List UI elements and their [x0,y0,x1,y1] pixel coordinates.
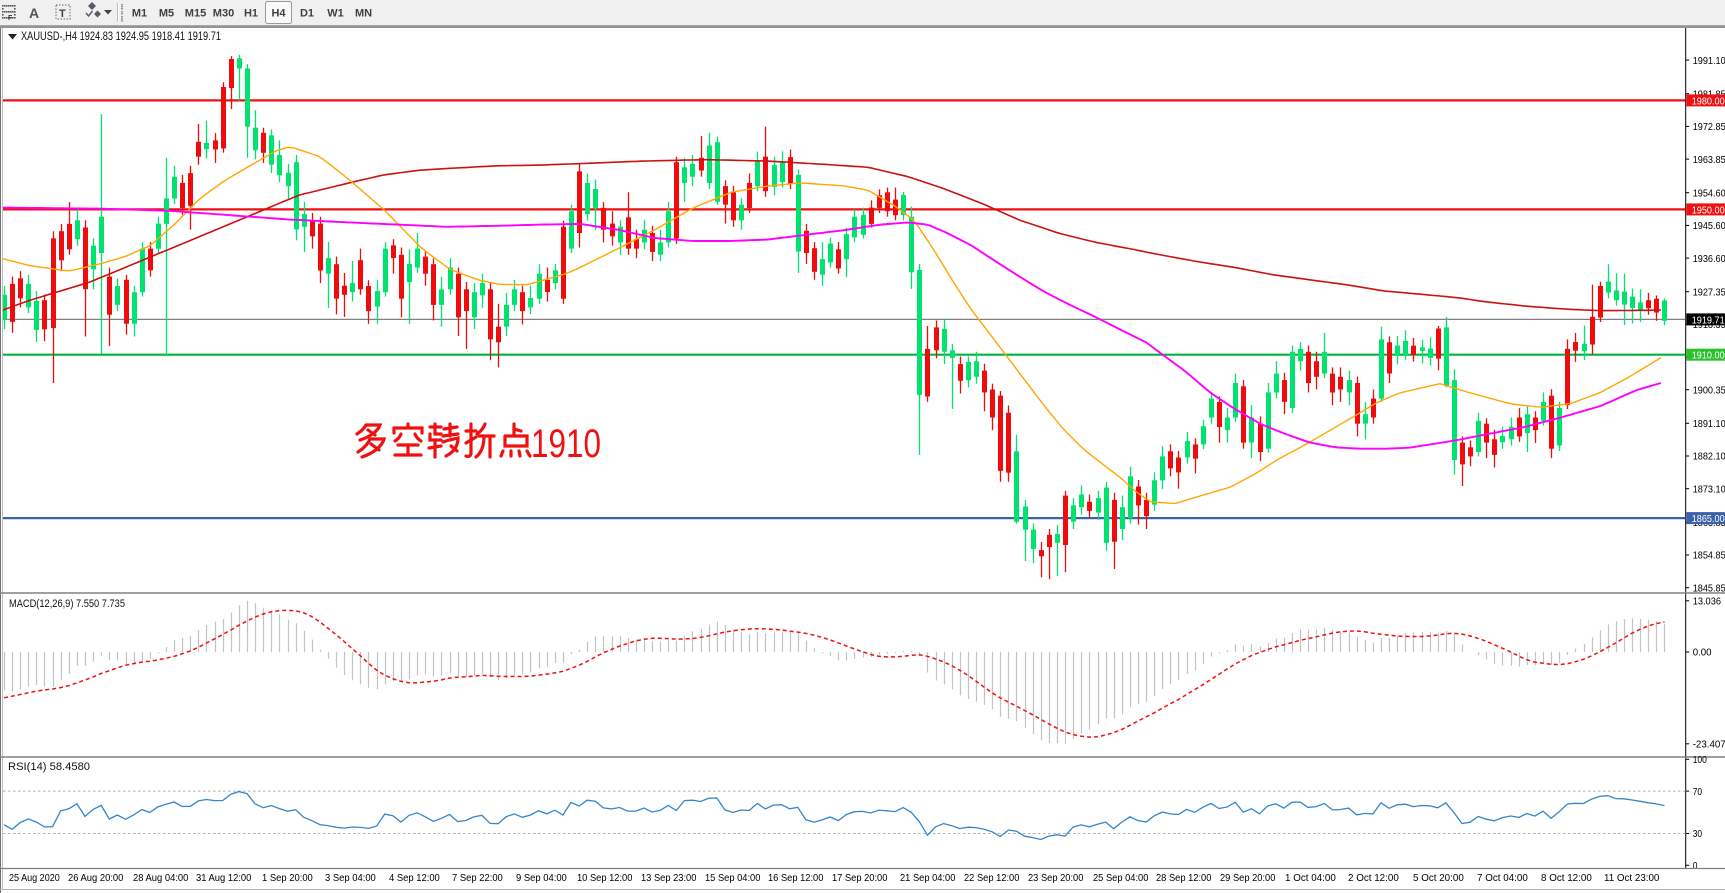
svg-text:22 Sep 12:00: 22 Sep 12:00 [964,872,1020,884]
svg-text:4 Sep 12:00: 4 Sep 12:00 [389,872,440,884]
svg-text:25 Sep 04:00: 25 Sep 04:00 [1093,872,1149,884]
svg-text:11 Oct 23:00: 11 Oct 23:00 [1604,872,1660,884]
svg-text:W1: W1 [327,8,344,20]
svg-text:7 Oct 04:00: 7 Oct 04:00 [1477,872,1528,884]
svg-text:9 Sep 04:00: 9 Sep 04:00 [516,872,567,884]
svg-text:17 Sep 20:00: 17 Sep 20:00 [832,872,888,884]
svg-text:1972.85: 1972.85 [1693,121,1725,133]
svg-text:1980.00: 1980.00 [1692,95,1725,107]
svg-text:0.00: 0.00 [1693,647,1712,659]
svg-text:5 Oct 20:00: 5 Oct 20:00 [1413,872,1464,884]
svg-text:28 Sep 12:00: 28 Sep 12:00 [1156,872,1212,884]
svg-text:1945.60: 1945.60 [1693,220,1725,232]
svg-text:1891.10: 1891.10 [1693,418,1725,430]
svg-text:1865.00: 1865.00 [1692,513,1725,525]
svg-text:-23.407: -23.407 [1693,739,1725,751]
svg-text:15 Sep 04:00: 15 Sep 04:00 [705,872,761,884]
svg-text:M5: M5 [159,8,174,20]
svg-text:8 Oct 12:00: 8 Oct 12:00 [1541,872,1592,884]
svg-text:MN: MN [355,8,372,20]
svg-text:26 Aug 20:00: 26 Aug 20:00 [68,872,124,884]
svg-text:D1: D1 [300,8,314,20]
svg-text:3 Sep 04:00: 3 Sep 04:00 [325,872,376,884]
svg-text:100: 100 [1693,754,1707,766]
svg-text:1936.60: 1936.60 [1693,253,1725,265]
svg-text:70: 70 [1693,786,1703,798]
svg-text:MACD(12,26,9) 7.550 7.735: MACD(12,26,9) 7.550 7.735 [9,598,125,610]
svg-text:2 Oct 12:00: 2 Oct 12:00 [1348,872,1399,884]
svg-text:M15: M15 [185,8,206,20]
svg-text:F: F [8,15,13,22]
svg-text:23 Sep 20:00: 23 Sep 20:00 [1028,872,1084,884]
svg-text:30: 30 [1693,828,1703,840]
svg-text:XAUUSD-,H4 1924.83 1924.95 19: XAUUSD-,H4 1924.83 1924.95 1918.41 1919.… [21,31,221,43]
svg-text:T: T [59,8,66,20]
svg-text:10 Sep 12:00: 10 Sep 12:00 [577,872,633,884]
svg-text:1882.10: 1882.10 [1693,451,1725,463]
svg-text:1919.71: 1919.71 [1692,314,1725,326]
svg-text:1963.85: 1963.85 [1693,154,1725,166]
svg-text:29 Sep 20:00: 29 Sep 20:00 [1220,872,1276,884]
svg-text:13 Sep 23:00: 13 Sep 23:00 [641,872,697,884]
svg-text:1950.00: 1950.00 [1692,204,1725,216]
svg-text:H4: H4 [271,8,286,20]
svg-text:0: 0 [1693,860,1698,872]
svg-text:H1: H1 [244,8,258,20]
svg-text:1900.35: 1900.35 [1693,384,1725,396]
svg-text:1954.60: 1954.60 [1693,187,1725,199]
svg-text:1 Sep 20:00: 1 Sep 20:00 [262,872,313,884]
svg-text:25 Aug 2020: 25 Aug 2020 [9,872,60,884]
svg-text:21 Sep 04:00: 21 Sep 04:00 [900,872,956,884]
svg-text:1910: 1910 [531,422,601,466]
svg-text:RSI(14) 58.4580: RSI(14) 58.4580 [8,761,90,773]
svg-text:1927.35: 1927.35 [1693,286,1725,298]
svg-text:13.036: 13.036 [1693,596,1721,608]
svg-text:1991.10: 1991.10 [1693,55,1725,67]
svg-text:1 Oct 04:00: 1 Oct 04:00 [1285,872,1336,884]
svg-text:1873.10: 1873.10 [1693,483,1725,495]
svg-text:16 Sep 12:00: 16 Sep 12:00 [768,872,824,884]
svg-text:1845.85: 1845.85 [1693,582,1725,594]
svg-text:A: A [29,5,39,21]
svg-text:28 Aug 04:00: 28 Aug 04:00 [133,872,189,884]
svg-text:1854.85: 1854.85 [1693,550,1725,562]
svg-text:M30: M30 [213,8,234,20]
svg-text:1910.00: 1910.00 [1692,350,1725,362]
svg-text:M1: M1 [132,8,147,20]
svg-text:7 Sep 22:00: 7 Sep 22:00 [452,872,503,884]
svg-text:31 Aug 12:00: 31 Aug 12:00 [196,872,252,884]
